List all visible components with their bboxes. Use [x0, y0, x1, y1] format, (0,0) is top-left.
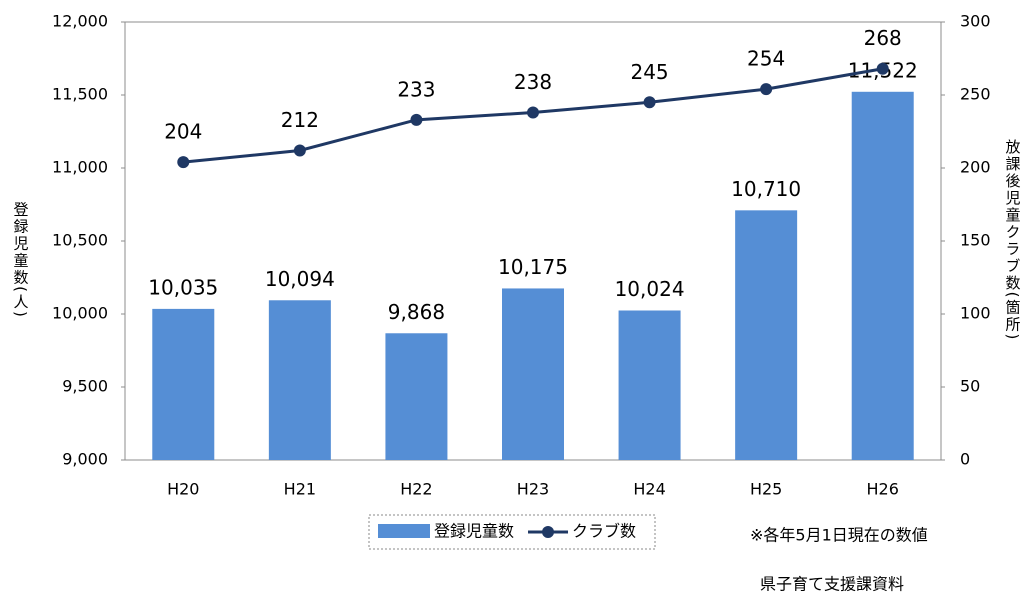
line-marker — [177, 156, 190, 169]
line-marker — [293, 144, 306, 157]
y-axis-title: 登録児童数(人) — [12, 201, 30, 319]
line-value-label: 233 — [397, 77, 435, 101]
bar — [152, 308, 215, 460]
legend-label: 登録児童数 — [434, 522, 514, 541]
line-value-label: 254 — [747, 47, 785, 71]
line-value-label: 268 — [864, 26, 902, 50]
bar — [268, 300, 331, 460]
note: ※各年5月1日現在の数値 — [750, 526, 928, 545]
bar — [851, 91, 914, 461]
y2-tick-label: 50 — [960, 377, 980, 396]
y-tick-label: 10,500 — [52, 231, 108, 250]
y-tick-label: 9,500 — [62, 377, 108, 396]
line-marker — [760, 83, 773, 96]
line-marker — [527, 106, 539, 119]
y-tick-label: 11,500 — [52, 85, 108, 104]
x-tick-label: H24 — [633, 480, 665, 499]
line-value-label: 212 — [281, 108, 319, 132]
x-tick-label: H21 — [284, 480, 316, 499]
bar — [385, 333, 448, 460]
y2-tick-label: 0 — [960, 450, 970, 469]
bar — [502, 288, 564, 460]
bar-value-label: 10,094 — [265, 267, 335, 291]
y-tick-label: 11,000 — [52, 158, 108, 177]
x-tick-label: H22 — [400, 480, 432, 499]
y2-axis-title: 放課後児童クラブ数(箇所) — [1004, 139, 1022, 342]
line-value-label: 204 — [164, 120, 202, 144]
y2-tick-label: 200 — [960, 158, 991, 177]
bar-value-label: 10,035 — [148, 275, 218, 299]
y2-tick-label: 250 — [960, 85, 991, 104]
line-marker — [643, 96, 656, 109]
bar-value-label: 9,868 — [388, 300, 445, 324]
y2-tick-label: 100 — [960, 304, 991, 323]
line-marker — [410, 113, 423, 126]
line-marker — [876, 62, 889, 75]
legend-marker — [542, 526, 555, 538]
y2-tick-label: 300 — [960, 12, 991, 31]
x-tick-label: H25 — [750, 480, 782, 499]
source: 県子育て支援課資料 — [760, 575, 904, 594]
line-value-label: 238 — [514, 70, 552, 94]
bar — [735, 210, 798, 460]
legend-label: クラブ数 — [572, 522, 636, 541]
x-tick-label: H20 — [167, 480, 199, 499]
bar — [618, 310, 681, 460]
x-tick-label: H23 — [517, 480, 549, 499]
bar-value-label: 10,175 — [498, 255, 568, 279]
y-tick-label: 10,000 — [52, 304, 108, 323]
legend-swatch — [378, 524, 430, 538]
bar-value-label: 10,710 — [731, 177, 801, 201]
y-tick-label: 12,000 — [52, 12, 108, 31]
y-tick-label: 9,000 — [62, 450, 108, 469]
y2-tick-label: 150 — [960, 231, 991, 250]
line-value-label: 245 — [630, 60, 668, 84]
bar-value-label: 10,024 — [615, 277, 685, 301]
x-tick-label: H26 — [867, 480, 899, 499]
